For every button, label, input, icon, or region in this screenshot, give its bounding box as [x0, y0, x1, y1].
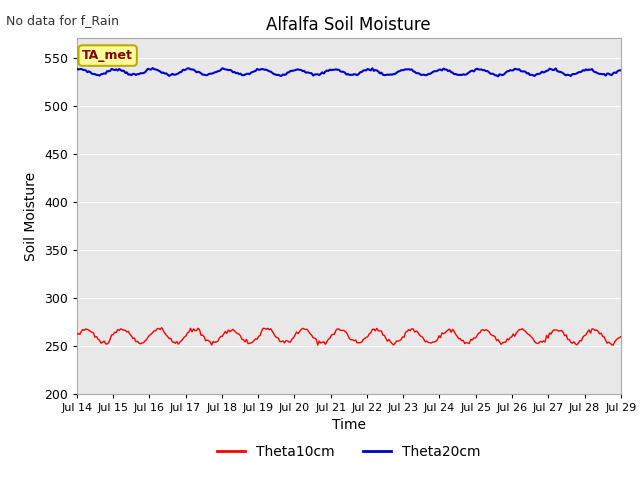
Y-axis label: Soil Moisture: Soil Moisture [24, 171, 38, 261]
Legend: Theta10cm, Theta20cm: Theta10cm, Theta20cm [212, 440, 486, 465]
Title: Alfalfa Soil Moisture: Alfalfa Soil Moisture [266, 16, 431, 34]
X-axis label: Time: Time [332, 418, 366, 432]
Text: TA_met: TA_met [82, 49, 133, 62]
Text: No data for f_Rain: No data for f_Rain [6, 14, 120, 27]
